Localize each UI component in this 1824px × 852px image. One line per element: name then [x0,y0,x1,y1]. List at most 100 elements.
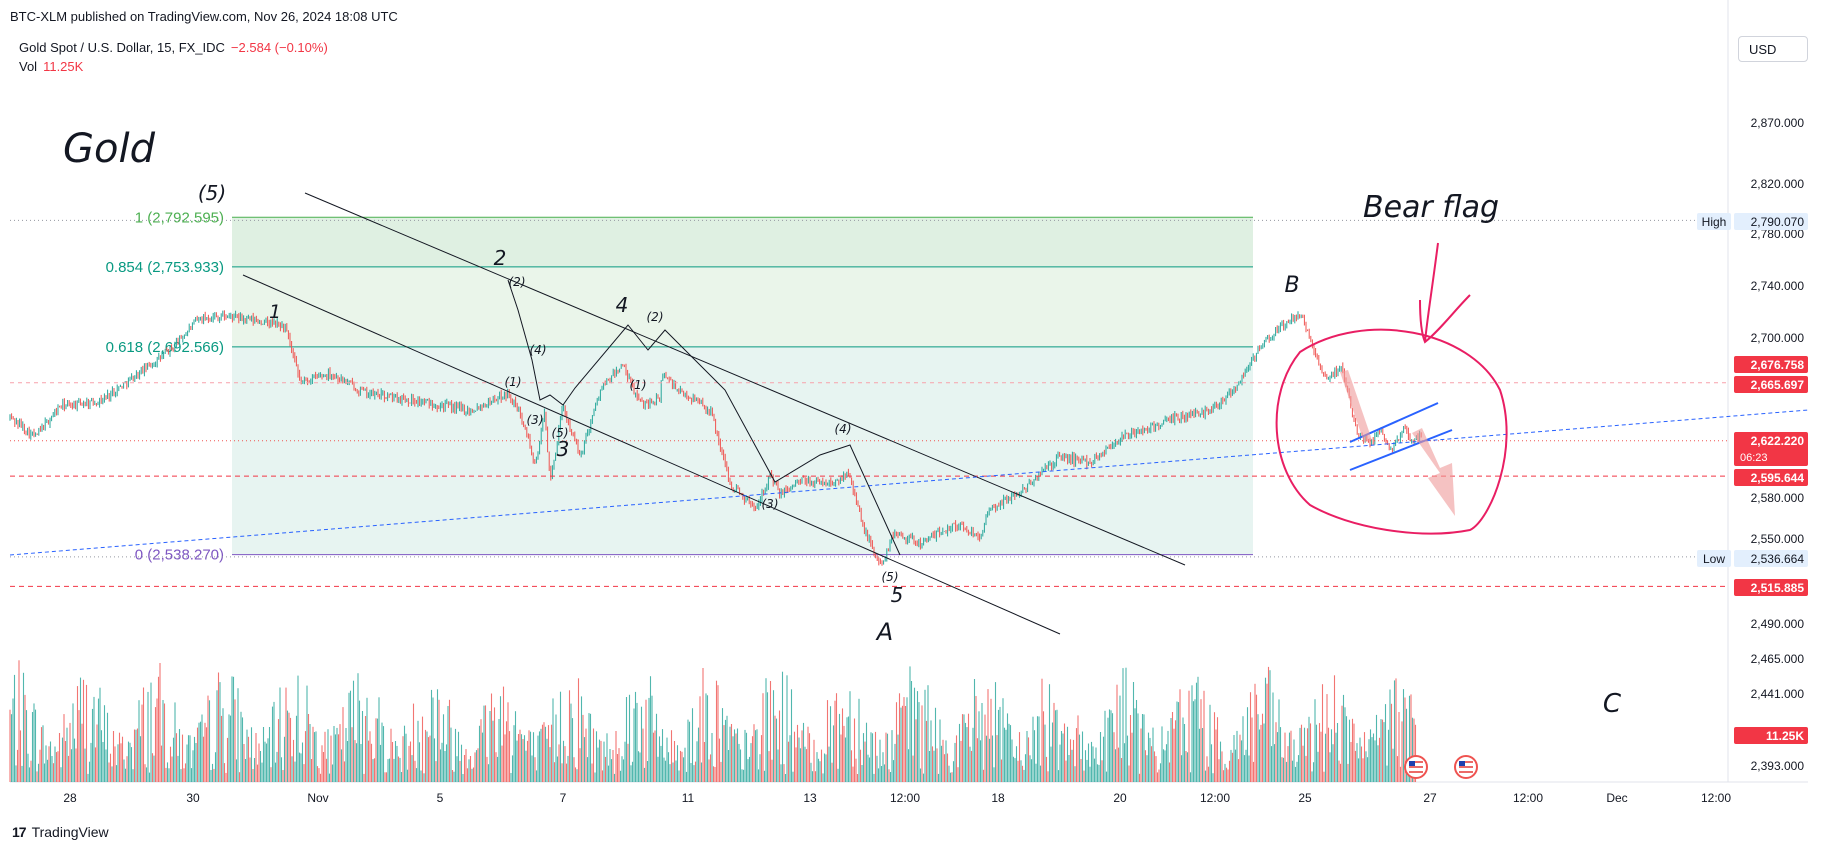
elliott-wave-path [507,279,901,556]
time-tick-label: 28 [63,791,77,805]
price-tick-label: 2,780.000 [1751,227,1805,241]
fib-level-label: 0 (2,538.270) [135,547,224,564]
us-flag-event-icon [1454,755,1478,779]
price-tag: 2,595.644 [1734,469,1808,486]
time-tick-label: 12:00 [1200,791,1230,805]
price-change: −2.584 (−0.10%) [230,40,328,55]
channel-lower-line [242,274,1061,635]
fib-level-label: 0.854 (2,753.933) [106,259,224,276]
price-tick-label: 2,441.000 [1751,687,1805,701]
time-tick-label: Nov [307,791,328,805]
price-tick-label: 2,820.000 [1751,177,1805,191]
time-tick-label: 27 [1423,791,1437,805]
price-tag-value: 2,622.220 [1751,434,1805,448]
time-tick-label: Dec [1606,791,1627,805]
wave-labels: Gold (5) 1 2 3 4 5 A B C (2) (4) (1) (3) (5) (2) (1) (3) (… [63,126,1622,719]
fib-zone-2 [232,266,1253,347]
price-tag: 2,790.070 High [1697,213,1808,230]
time-tick-label: 30 [186,791,200,805]
flag-canton [1459,761,1465,766]
volume-label: Vol [19,59,38,74]
symbol-title: Gold Spot / U.S. Dollar, 15, FX_IDC [19,40,225,55]
price-tag-value: 11.25K [1766,729,1804,743]
time-tick-label: 12:00 [890,791,920,805]
currency-button[interactable]: USD [1738,36,1808,62]
price-tag-value: 2,536.664 [1751,552,1805,566]
time-tick-label: 18 [991,791,1005,805]
highlight-circle [1275,328,1508,535]
price-tag-label-bg [1697,550,1731,567]
price-tag-value: 2,790.070 [1751,215,1805,229]
wave-label: 5 [891,583,904,607]
price-tick-label: 2,870.000 [1751,116,1805,130]
wave-label: (5) [198,181,226,205]
time-tick-label: 12:00 [1513,791,1543,805]
countdown-label: 06:23 [1740,452,1768,464]
price-tag: 2,676.758 [1734,356,1808,373]
price-tick-label: 2,550.000 [1751,532,1805,546]
price-tag-bg [1734,727,1808,744]
fib-zone-1 [232,217,1253,267]
wave-label: (2) [647,310,664,324]
volume-bars [9,660,1417,782]
wave-label: (4) [530,343,547,357]
price-series [9,310,1422,566]
price-tag-bg [1734,376,1808,393]
channel-upper-line [304,192,1186,566]
wave-label: (2) [509,275,526,289]
time-tick-label: 11 [682,791,695,805]
price-tick-label: 2,393.000 [1751,759,1805,773]
price-tag-bg [1734,432,1808,466]
wave-label: (3) [527,413,544,427]
price-tag-label: Low [1703,552,1725,566]
wave-label: C [1603,689,1622,719]
price-tick-label: 2,490.000 [1751,617,1805,631]
price-axis: 2,870.000 2,820.000 2,780.000 2,740.000 2,70… [1697,116,1808,773]
bear-flag-annotation: Bear flag [1363,190,1499,225]
price-tick-label: 2,700.000 [1751,331,1805,345]
symbol-legend[interactable]: Gold Spot / U.S. Dollar, 15, FX_IDC −2.58… [19,40,328,55]
price-tag-value: 2,595.644 [1751,471,1805,485]
fib-level-label: 1 (2,792.595) [135,209,224,226]
wave-label: Gold [63,126,156,172]
wave-label: (1) [505,375,522,389]
volume-value: 11.25K [43,59,84,74]
time-tick-label: 25 [1298,791,1312,805]
wave-label: (4) [835,422,852,436]
time-axis: 28 30 Nov 5 7 11 13 12:00 18 20 12:00 25 27 12:00 Dec 1… [63,755,1731,805]
hand-arrow [1419,242,1471,344]
price-tag: 2,665.697 [1734,376,1808,393]
us-flag-event-icon [1404,755,1428,779]
time-tick-label: 13 [803,791,817,805]
price-tick-label: 2,740.000 [1751,279,1805,293]
wave-label: (1) [630,378,647,392]
flag-pole-arrow [1340,370,1372,442]
price-tag-bg [1734,356,1808,373]
drawing-tools [9,192,1809,635]
fibonacci-retracement: 1 (2,792.595) 0.854 (2,753.933) 0.618 (2,6… [106,209,1253,564]
price-tag-bg [1734,579,1808,596]
wave-label: (5) [882,570,899,584]
price-tag-bg [1734,550,1808,567]
time-tick-label: 12:00 [1701,791,1731,805]
time-tick-label: 7 [560,791,567,805]
brand-name: TradingView [31,824,109,840]
price-tag-bg [1734,213,1808,230]
volume-legend[interactable]: Vol 11.25K [19,59,83,74]
price-tick-label: 2,580.000 [1751,491,1805,505]
price-tag-label: High [1702,215,1727,229]
price-tag-value: 2,676.758 [1751,358,1805,372]
time-tick-label: 5 [437,791,444,805]
wave-label: 3 [557,437,570,461]
tradingview-brand[interactable]: 17 TradingView [12,824,109,840]
price-tick-label: 2,465.000 [1751,652,1805,666]
flag-lower-line [1349,429,1453,471]
down-arrow [1412,428,1455,516]
price-tag-label-bg [1697,213,1731,230]
time-tick-label: 20 [1113,791,1127,805]
wave-label: (5) [552,426,569,440]
price-tag-bg [1734,469,1808,486]
price-tag: 2,622.220 06:23 [1734,432,1808,466]
price-tag: 2,536.664 Low [1697,550,1808,567]
